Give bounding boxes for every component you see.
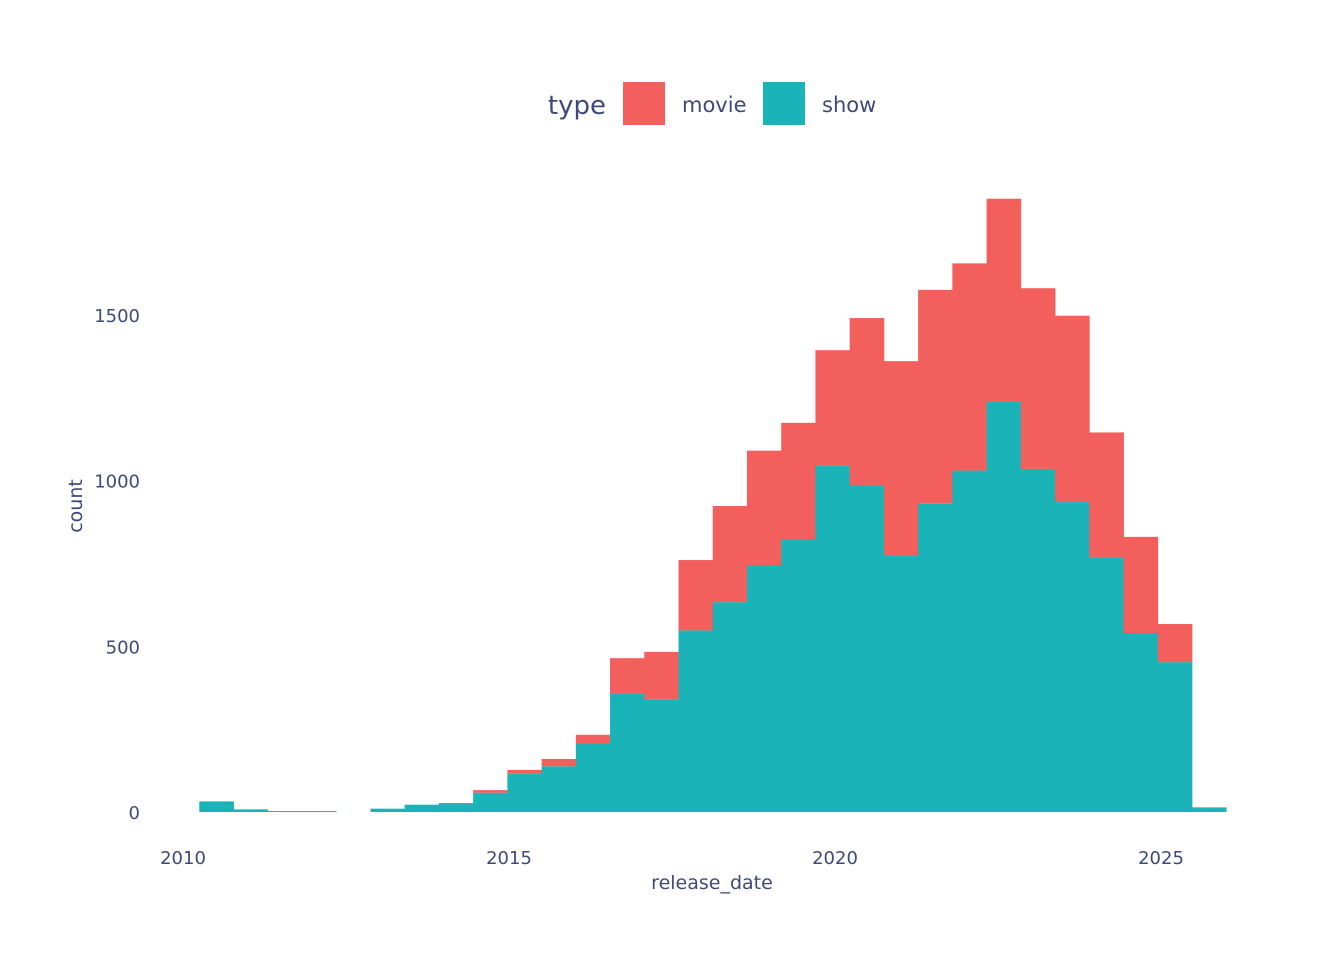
bar-movie-24 — [1020, 288, 1056, 469]
bar-show-25 — [1055, 502, 1090, 812]
y-tick-label-1500: 1500 — [94, 306, 140, 327]
bar-show-14 — [678, 630, 714, 812]
bar-show-23 — [986, 401, 1022, 812]
bar-movie-21 — [918, 289, 953, 504]
bar-show-1 — [233, 809, 269, 812]
bar-movie-18 — [815, 350, 851, 466]
bar-movie-19 — [849, 318, 885, 486]
x-tick-label-2025: 2025 — [1138, 848, 1184, 869]
bar-movie-8 — [473, 790, 508, 793]
bar-movie-14 — [678, 560, 714, 631]
bar-movie-27 — [1123, 536, 1159, 633]
bar-show-15 — [712, 602, 748, 812]
bar-show-24 — [1020, 468, 1056, 812]
x-tick-label-2015: 2015 — [486, 848, 532, 869]
bar-show-6 — [404, 804, 440, 812]
bar-show-13 — [644, 699, 679, 812]
bar-movie-10 — [541, 758, 577, 767]
bar-movie-20 — [883, 361, 919, 556]
bar-show-8 — [473, 792, 508, 812]
bar-show-3 — [301, 811, 337, 812]
bar-movie-13 — [644, 651, 679, 700]
legend-swatch-show — [763, 82, 805, 125]
bars — [199, 198, 1227, 812]
bar-movie-9 — [507, 769, 542, 774]
bar-show-21 — [918, 503, 953, 812]
bar-show-27 — [1123, 632, 1159, 812]
bar-movie-25 — [1055, 315, 1090, 503]
bar-movie-7 — [438, 803, 474, 805]
bar-show-11 — [575, 743, 611, 812]
bar-show-10 — [541, 766, 577, 812]
bar-movie-23 — [986, 198, 1022, 402]
y-axis-title: count — [65, 479, 87, 533]
bar-show-29 — [1191, 808, 1227, 812]
legend-label-show: show — [822, 93, 876, 117]
bar-movie-26 — [1089, 432, 1124, 558]
bar-show-16 — [746, 565, 782, 812]
bar-show-19 — [849, 485, 885, 812]
x-tick-label-2020: 2020 — [812, 848, 858, 869]
bar-show-2 — [267, 811, 303, 812]
bar-show-17 — [781, 539, 816, 812]
x-tick-label-2010: 2010 — [160, 848, 206, 869]
legend: type movie show — [548, 82, 876, 125]
x-axis-title: release_date — [651, 872, 773, 894]
y-axis-ticks: 0 500 1000 1500 — [94, 306, 140, 824]
bar-show-12 — [610, 693, 645, 812]
bar-show-7 — [438, 804, 474, 812]
y-tick-label-500: 500 — [106, 637, 140, 658]
bar-movie-12 — [610, 658, 645, 694]
bar-movie-15 — [712, 506, 748, 603]
bar-show-26 — [1089, 557, 1124, 812]
legend-title: type — [548, 91, 606, 121]
bar-show-20 — [883, 555, 919, 812]
bar-show-5 — [370, 808, 406, 812]
bar-movie-28 — [1157, 624, 1193, 663]
bar-movie-16 — [746, 450, 782, 566]
bar-movie-29 — [1191, 807, 1227, 809]
bar-movie-17 — [781, 422, 816, 540]
legend-swatch-movie — [623, 82, 665, 125]
bar-show-0 — [199, 801, 234, 812]
bar-show-9 — [507, 773, 542, 812]
y-tick-label-1000: 1000 — [94, 472, 140, 493]
bar-show-28 — [1157, 662, 1193, 812]
bar-show-18 — [815, 465, 851, 812]
bar-movie-22 — [952, 263, 987, 471]
x-axis-ticks: 2010 2015 2020 2025 — [160, 848, 1184, 869]
bar-show-22 — [952, 470, 987, 812]
bar-movie-11 — [575, 734, 611, 744]
y-tick-label-0: 0 — [129, 803, 140, 824]
legend-label-movie: movie — [682, 93, 747, 117]
